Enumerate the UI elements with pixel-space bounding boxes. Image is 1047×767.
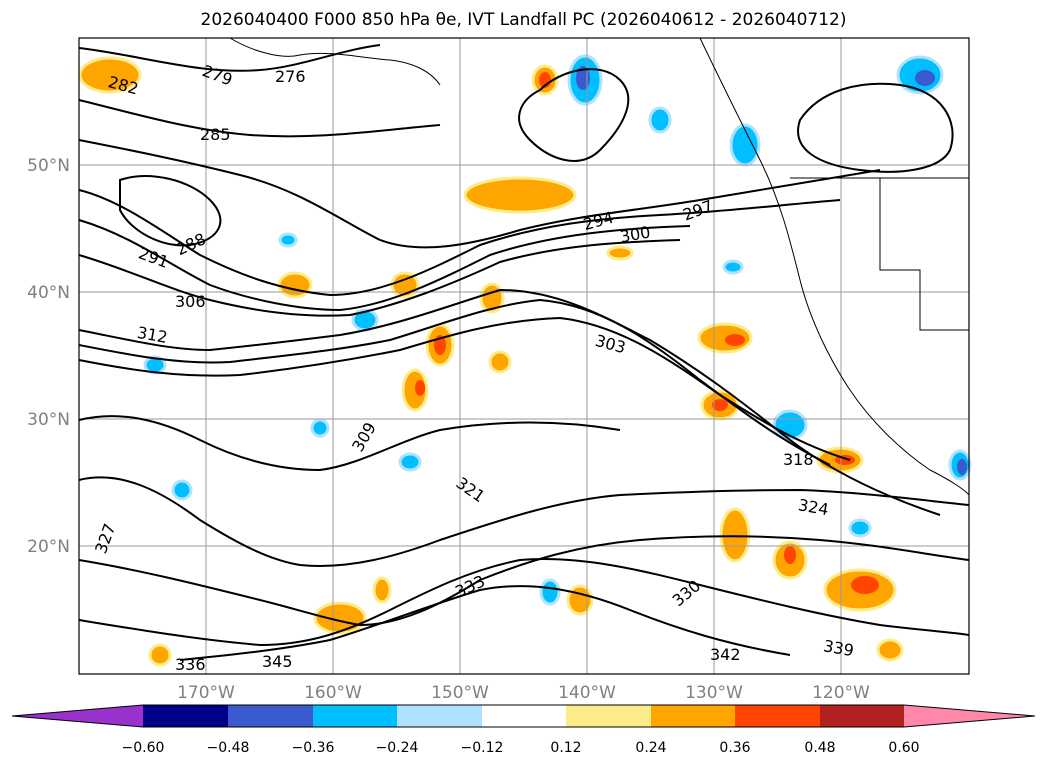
colorbar-segment <box>482 705 566 727</box>
contour-closed <box>797 82 954 173</box>
strong-positive-anomaly <box>784 546 796 564</box>
lon-label-130w: 130°W <box>685 683 743 703</box>
north-america-coastline <box>699 37 970 496</box>
colorbar-tick-label: 0.24 <box>635 740 666 756</box>
coastlines <box>229 37 970 496</box>
contour-line <box>78 535 970 627</box>
contour-line <box>78 415 621 472</box>
colorbar-tick-label: 0.60 <box>888 740 919 756</box>
contour-label: 276 <box>275 67 306 86</box>
negative-anomaly-blob <box>648 106 672 134</box>
contour-label: 285 <box>200 125 231 144</box>
state-borders <box>879 178 969 331</box>
lat-label-20n: 20°N <box>27 537 70 557</box>
colorbar-tick-label: −0.48 <box>207 740 250 756</box>
contour-line <box>78 476 970 567</box>
colorbar-segment <box>820 705 904 727</box>
colorbar-segment <box>566 705 651 727</box>
lon-label-160w: 160°W <box>304 683 362 703</box>
positive-anomaly-blob <box>78 56 142 94</box>
lon-label-140w: 140°W <box>558 683 616 703</box>
contour-line <box>78 316 851 461</box>
contour-line <box>78 219 691 312</box>
map-background <box>79 38 969 674</box>
lon-label-170w: 170°W <box>177 683 235 703</box>
negative-anomaly-blob <box>398 452 422 472</box>
colorbar-tick-labels: −0.60 −0.48 −0.36 −0.24 −0.12 0.12 0.24 … <box>122 740 920 756</box>
colorbar-segment <box>143 705 228 727</box>
strong-positive-anomaly <box>712 399 728 411</box>
colorbar-tick-label: 0.48 <box>804 740 835 756</box>
contour-line <box>78 99 441 138</box>
colorbar-outline <box>11 704 1036 728</box>
colorbar-segment <box>313 705 397 727</box>
contour-line <box>78 139 881 249</box>
colorbar-extend-low <box>12 705 143 727</box>
strong-positive-anomaly <box>725 334 745 346</box>
longitude-labels: 170°W 160°W 150°W 140°W 130°W 120°W <box>177 683 870 703</box>
positive-anomaly-blob <box>606 245 634 261</box>
lat-label-30n: 30°N <box>27 410 70 430</box>
contour-line <box>179 585 791 661</box>
lat-label-40n: 40°N <box>27 283 70 303</box>
negative-anomaly-blob <box>171 479 193 501</box>
strong-positive-anomaly <box>851 576 879 594</box>
positive-anomaly-blob <box>313 601 367 635</box>
contour-line <box>78 239 681 317</box>
negative-anomaly-blob <box>722 259 744 275</box>
positive-anomaly-blob <box>566 584 594 616</box>
colorbar-tick-label: −0.36 <box>292 740 335 756</box>
positive-anomaly-blob <box>401 368 429 412</box>
negative-anomaly-blob <box>848 518 872 538</box>
strong-negative-anomaly <box>957 459 967 475</box>
lon-label-150w: 150°W <box>431 683 489 703</box>
colorbar-segment <box>397 705 482 727</box>
negative-anomaly-blob <box>278 232 298 248</box>
colorbar-tick-label: −0.60 <box>122 740 165 756</box>
alaska-coastline <box>229 37 441 86</box>
contour-line <box>78 558 970 647</box>
strong-negative-anomaly <box>915 70 935 86</box>
lat-label-50n: 50°N <box>27 156 70 176</box>
colorbar: −0.60 −0.48 −0.36 −0.24 −0.12 0.12 0.24 … <box>11 704 1036 756</box>
colorbar-segment <box>228 705 313 727</box>
colorbar-tick-label: 0.12 <box>550 740 581 756</box>
colorbar-tick-label: 0.36 <box>719 740 750 756</box>
negative-anomaly-blob <box>310 418 330 438</box>
contour-closed <box>518 68 630 162</box>
contour-closed <box>119 175 222 247</box>
colorbar-tick-label: −0.12 <box>461 740 504 756</box>
colorbar-tick-label: −0.24 <box>376 740 419 756</box>
latitude-labels: 50°N 40°N 30°N 20°N <box>27 156 70 557</box>
contour-line <box>78 44 381 72</box>
contour-label: 306 <box>175 292 206 311</box>
lon-label-120w: 120°W <box>812 683 870 703</box>
colorbar-extend-high <box>904 705 1035 727</box>
shaded-field <box>78 54 972 667</box>
map-border <box>78 37 970 675</box>
contour-label: 345 <box>262 652 293 671</box>
contour-line <box>78 288 941 516</box>
positive-anomaly-blob <box>148 643 172 667</box>
positive-anomaly-blob <box>488 350 512 374</box>
positive-anomaly-blob <box>463 176 577 214</box>
contour-label: 318 <box>783 450 814 469</box>
positive-anomaly-blob <box>372 576 392 604</box>
contour-label: 342 <box>710 645 741 664</box>
contour-label: 336 <box>175 655 206 674</box>
strong-positive-anomaly <box>415 380 425 396</box>
figure-title: 2026040400 F000 850 hPa θe, IVT Landfall… <box>200 10 847 30</box>
positive-anomaly-blob <box>719 507 751 563</box>
theta-e-contours <box>78 44 970 661</box>
colorbar-segment <box>735 705 820 727</box>
positive-anomaly-blob <box>277 271 313 299</box>
colorbar-segment <box>651 705 735 727</box>
contour-line <box>78 189 841 297</box>
positive-anomaly-blob <box>876 638 904 662</box>
negative-anomaly-blob <box>539 578 561 606</box>
